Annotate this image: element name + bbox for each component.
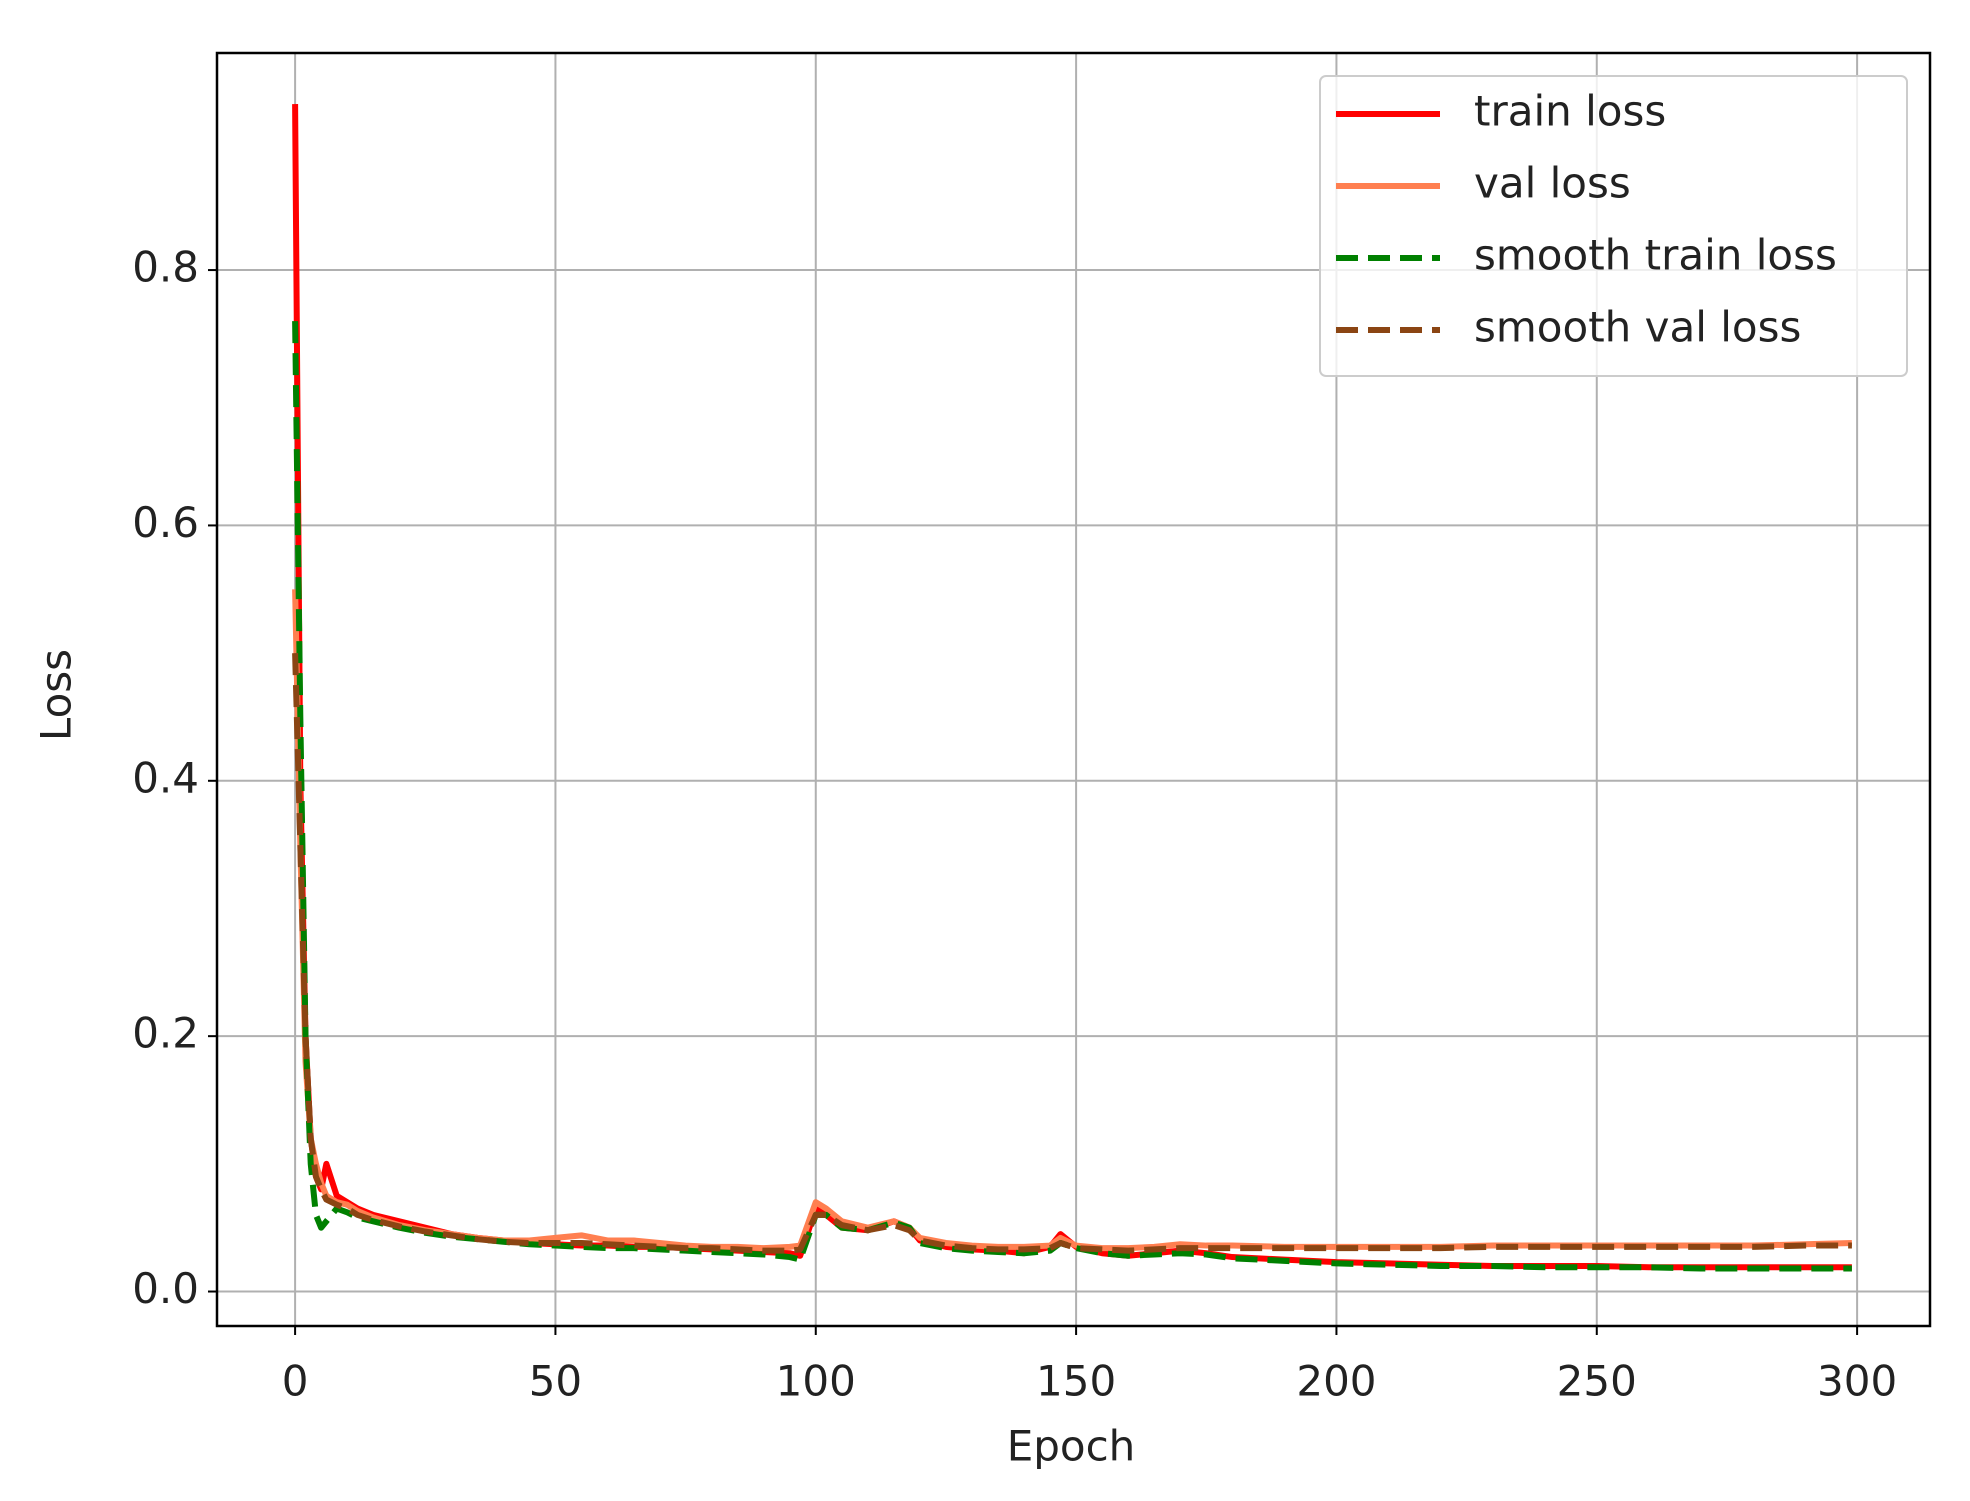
y-tick-label: 0.4 [132,753,199,802]
y-tick-label: 0.8 [132,243,199,292]
y-axis-label: Loss [32,649,81,741]
legend-label: val loss [1474,159,1631,208]
x-tick-label: 0 [282,1357,309,1406]
series-line [292,589,1852,1252]
x-tick-label: 100 [776,1357,856,1406]
x-tick-label: 50 [529,1357,582,1406]
plot-area [292,104,1852,1272]
y-tick-label: 0.6 [132,498,199,547]
x-tick-label: 200 [1296,1357,1376,1406]
series-line [292,321,1852,1272]
legend-label: smooth train loss [1474,231,1837,280]
x-tick-label: 250 [1557,1357,1637,1406]
axes-frame [215,51,1932,1328]
x-axis-label: Epoch [1007,1422,1136,1471]
legend-label: smooth val loss [1474,303,1801,352]
x-tick-label: 150 [1036,1357,1116,1406]
series-line [292,653,1852,1254]
y-tick-label: 0.0 [132,1264,199,1313]
legend-label: train loss [1474,87,1666,136]
legend-box [1319,75,1908,377]
y-tick-label: 0.2 [132,1009,199,1058]
x-tick-label: 300 [1817,1357,1897,1406]
